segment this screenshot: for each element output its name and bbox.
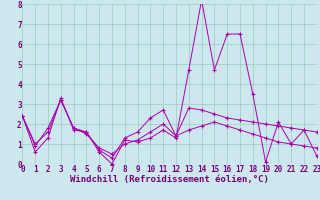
X-axis label: Windchill (Refroidissement éolien,°C): Windchill (Refroidissement éolien,°C) xyxy=(70,175,269,184)
